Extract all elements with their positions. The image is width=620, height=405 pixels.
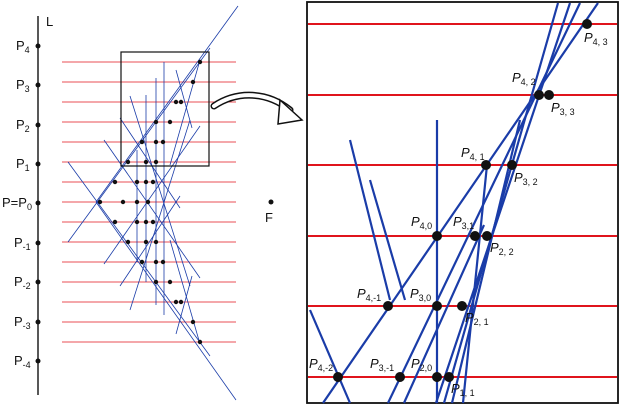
zoom-panel-frame	[306, 1, 619, 404]
point-label: P-1	[14, 235, 31, 252]
point-label: P4, 3	[584, 30, 608, 47]
point-label: P-2	[14, 274, 31, 291]
zoom-point-labels: P4, 3 P4, 2 P3, 3 P4, 1 P3, 2 P4,0 P3,1 …	[309, 30, 608, 398]
point-label: P4, 2	[512, 70, 536, 87]
line-l-points	[35, 43, 41, 364]
point-label: P3, 2	[514, 170, 538, 187]
point-label: P3,1	[453, 214, 474, 231]
point-label: P2	[16, 117, 30, 134]
point-label: P2,0	[411, 356, 432, 373]
point-label: P4,0	[411, 214, 432, 231]
point-label: P4,-1	[357, 286, 381, 303]
zoom-selection-box	[120, 51, 210, 167]
left-intersection-points	[97, 59, 203, 345]
point-label: P-4	[14, 353, 31, 370]
point-label: P1	[16, 156, 30, 173]
line-l-point-labels: P4 P3 P2 P1 P=P0 P-1 P-2 P-3 P-4	[2, 38, 32, 370]
left-rays	[67, 5, 239, 401]
point-label: P3,0	[410, 286, 431, 303]
zoom-arrow	[210, 91, 304, 125]
point-label: P3	[16, 77, 30, 94]
focus-point	[268, 199, 274, 205]
point-label: P4,-2	[309, 356, 333, 373]
point-label: P4, 1	[461, 145, 485, 162]
line-l-label: L	[46, 14, 53, 29]
point-label: P4	[16, 38, 30, 55]
point-label: P-3	[14, 314, 31, 331]
point-label: P=P0	[2, 195, 32, 212]
point-label: P3,-1	[370, 356, 394, 373]
zoom-parallel-lines	[308, 23, 617, 378]
point-label: P1, 1	[451, 381, 475, 398]
point-label: P3, 3	[551, 100, 575, 117]
zoom-intersection-points	[333, 19, 592, 382]
point-label: P2, 1	[465, 310, 489, 327]
focus-label: F	[265, 210, 273, 225]
point-label: P2, 2	[490, 240, 514, 257]
